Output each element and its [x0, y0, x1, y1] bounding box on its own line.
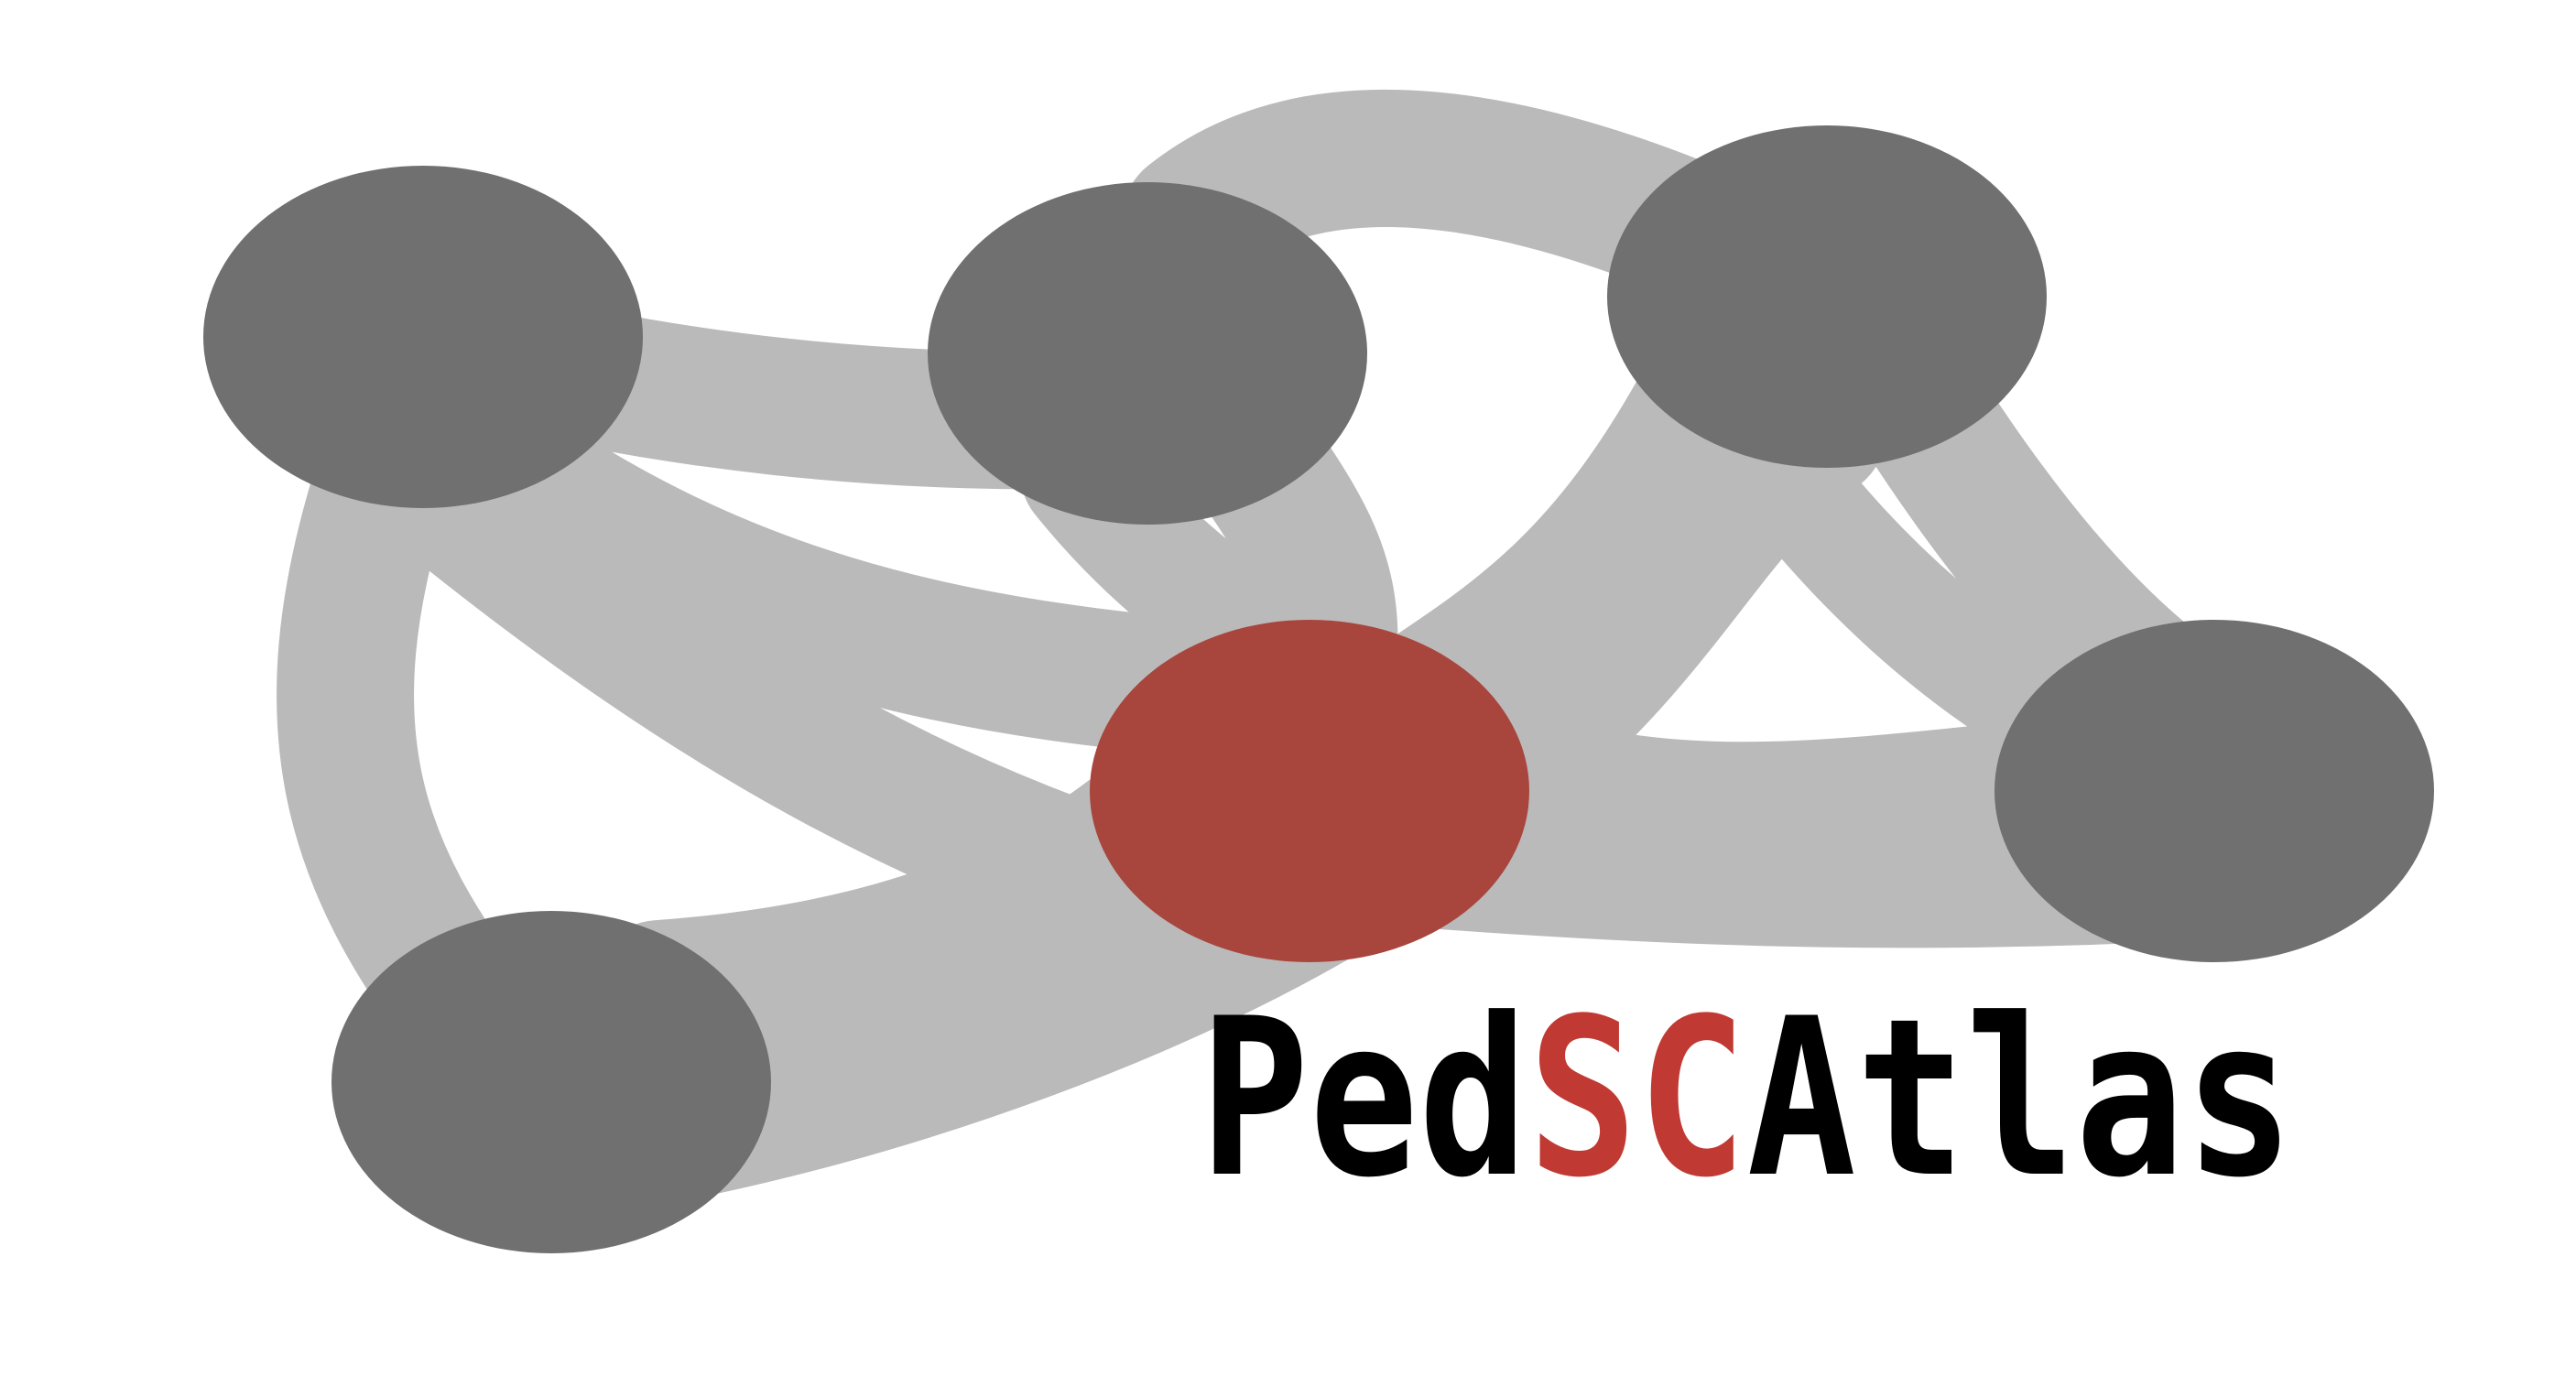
wordmark-sc: SC — [1528, 972, 1747, 1226]
network-nodes — [203, 125, 2434, 1253]
node-right-top — [1607, 125, 2047, 468]
wordmark-atlas: Atlas — [1747, 972, 2295, 1226]
edge-left-bottom-to-center — [591, 755, 1213, 1057]
node-left-top — [203, 166, 643, 508]
node-right-mid — [1994, 620, 2434, 962]
node-mid-top — [928, 182, 1367, 525]
node-left-bottom — [332, 911, 771, 1253]
wordmark-ped: Ped — [1200, 972, 1528, 1226]
node-center-highlight — [1090, 620, 1529, 962]
wordmark: PedSCAtlas — [1200, 972, 2294, 1226]
